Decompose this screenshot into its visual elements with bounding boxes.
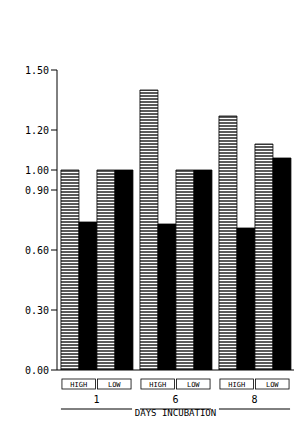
svg-text:0.60: 0.60 bbox=[25, 245, 49, 256]
svg-text:LOW: LOW bbox=[187, 381, 200, 389]
svg-text:1.00: 1.00 bbox=[25, 165, 49, 176]
svg-text:8: 8 bbox=[251, 394, 257, 405]
svg-text:HIGH: HIGH bbox=[228, 381, 245, 389]
svg-text:1.50: 1.50 bbox=[25, 65, 49, 76]
svg-text:HIGH: HIGH bbox=[70, 381, 87, 389]
svg-text:DAYS INCUBATION: DAYS INCUBATION bbox=[135, 408, 216, 418]
svg-text:1.20: 1.20 bbox=[25, 125, 49, 136]
svg-text:LOW: LOW bbox=[266, 381, 279, 389]
svg-text:1: 1 bbox=[93, 394, 99, 405]
svg-text:0.90: 0.90 bbox=[25, 185, 49, 196]
svg-text:6: 6 bbox=[172, 394, 178, 405]
svg-text:0.30: 0.30 bbox=[25, 305, 49, 316]
svg-text:0.00: 0.00 bbox=[25, 365, 49, 376]
svg-text:LOW: LOW bbox=[108, 381, 121, 389]
svg-text:HIGH: HIGH bbox=[149, 381, 166, 389]
